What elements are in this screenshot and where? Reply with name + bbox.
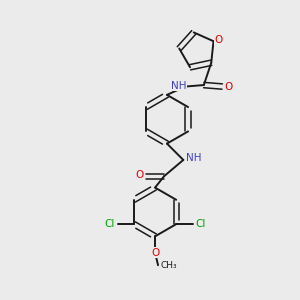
Text: O: O [135,170,143,180]
Text: O: O [225,82,233,92]
Text: O: O [215,35,223,45]
Text: CH₃: CH₃ [160,261,177,270]
Text: Cl: Cl [104,219,115,229]
Text: NH: NH [186,154,202,164]
Text: Cl: Cl [196,219,206,229]
Text: O: O [151,248,159,258]
Text: NH: NH [171,81,187,91]
